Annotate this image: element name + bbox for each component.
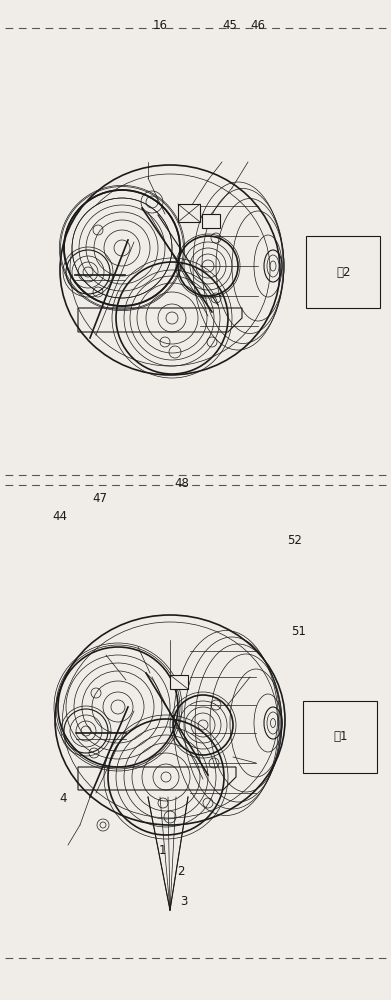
Text: 44: 44 [52, 510, 68, 523]
Text: 52: 52 [287, 534, 302, 547]
Polygon shape [202, 214, 220, 228]
Text: 3: 3 [180, 895, 188, 908]
Polygon shape [170, 675, 188, 689]
Text: 51: 51 [292, 625, 307, 638]
Text: 47: 47 [93, 492, 108, 505]
Text: 2: 2 [177, 865, 185, 878]
Text: 16: 16 [152, 19, 167, 32]
Circle shape [72, 198, 172, 298]
Text: 图2: 图2 [336, 265, 350, 278]
Polygon shape [178, 204, 200, 222]
Text: 4: 4 [59, 792, 67, 805]
Text: 46: 46 [251, 19, 265, 32]
Text: 1: 1 [158, 844, 166, 857]
Text: 48: 48 [174, 477, 189, 490]
Text: 45: 45 [222, 19, 237, 32]
Text: 图1: 图1 [333, 730, 348, 744]
